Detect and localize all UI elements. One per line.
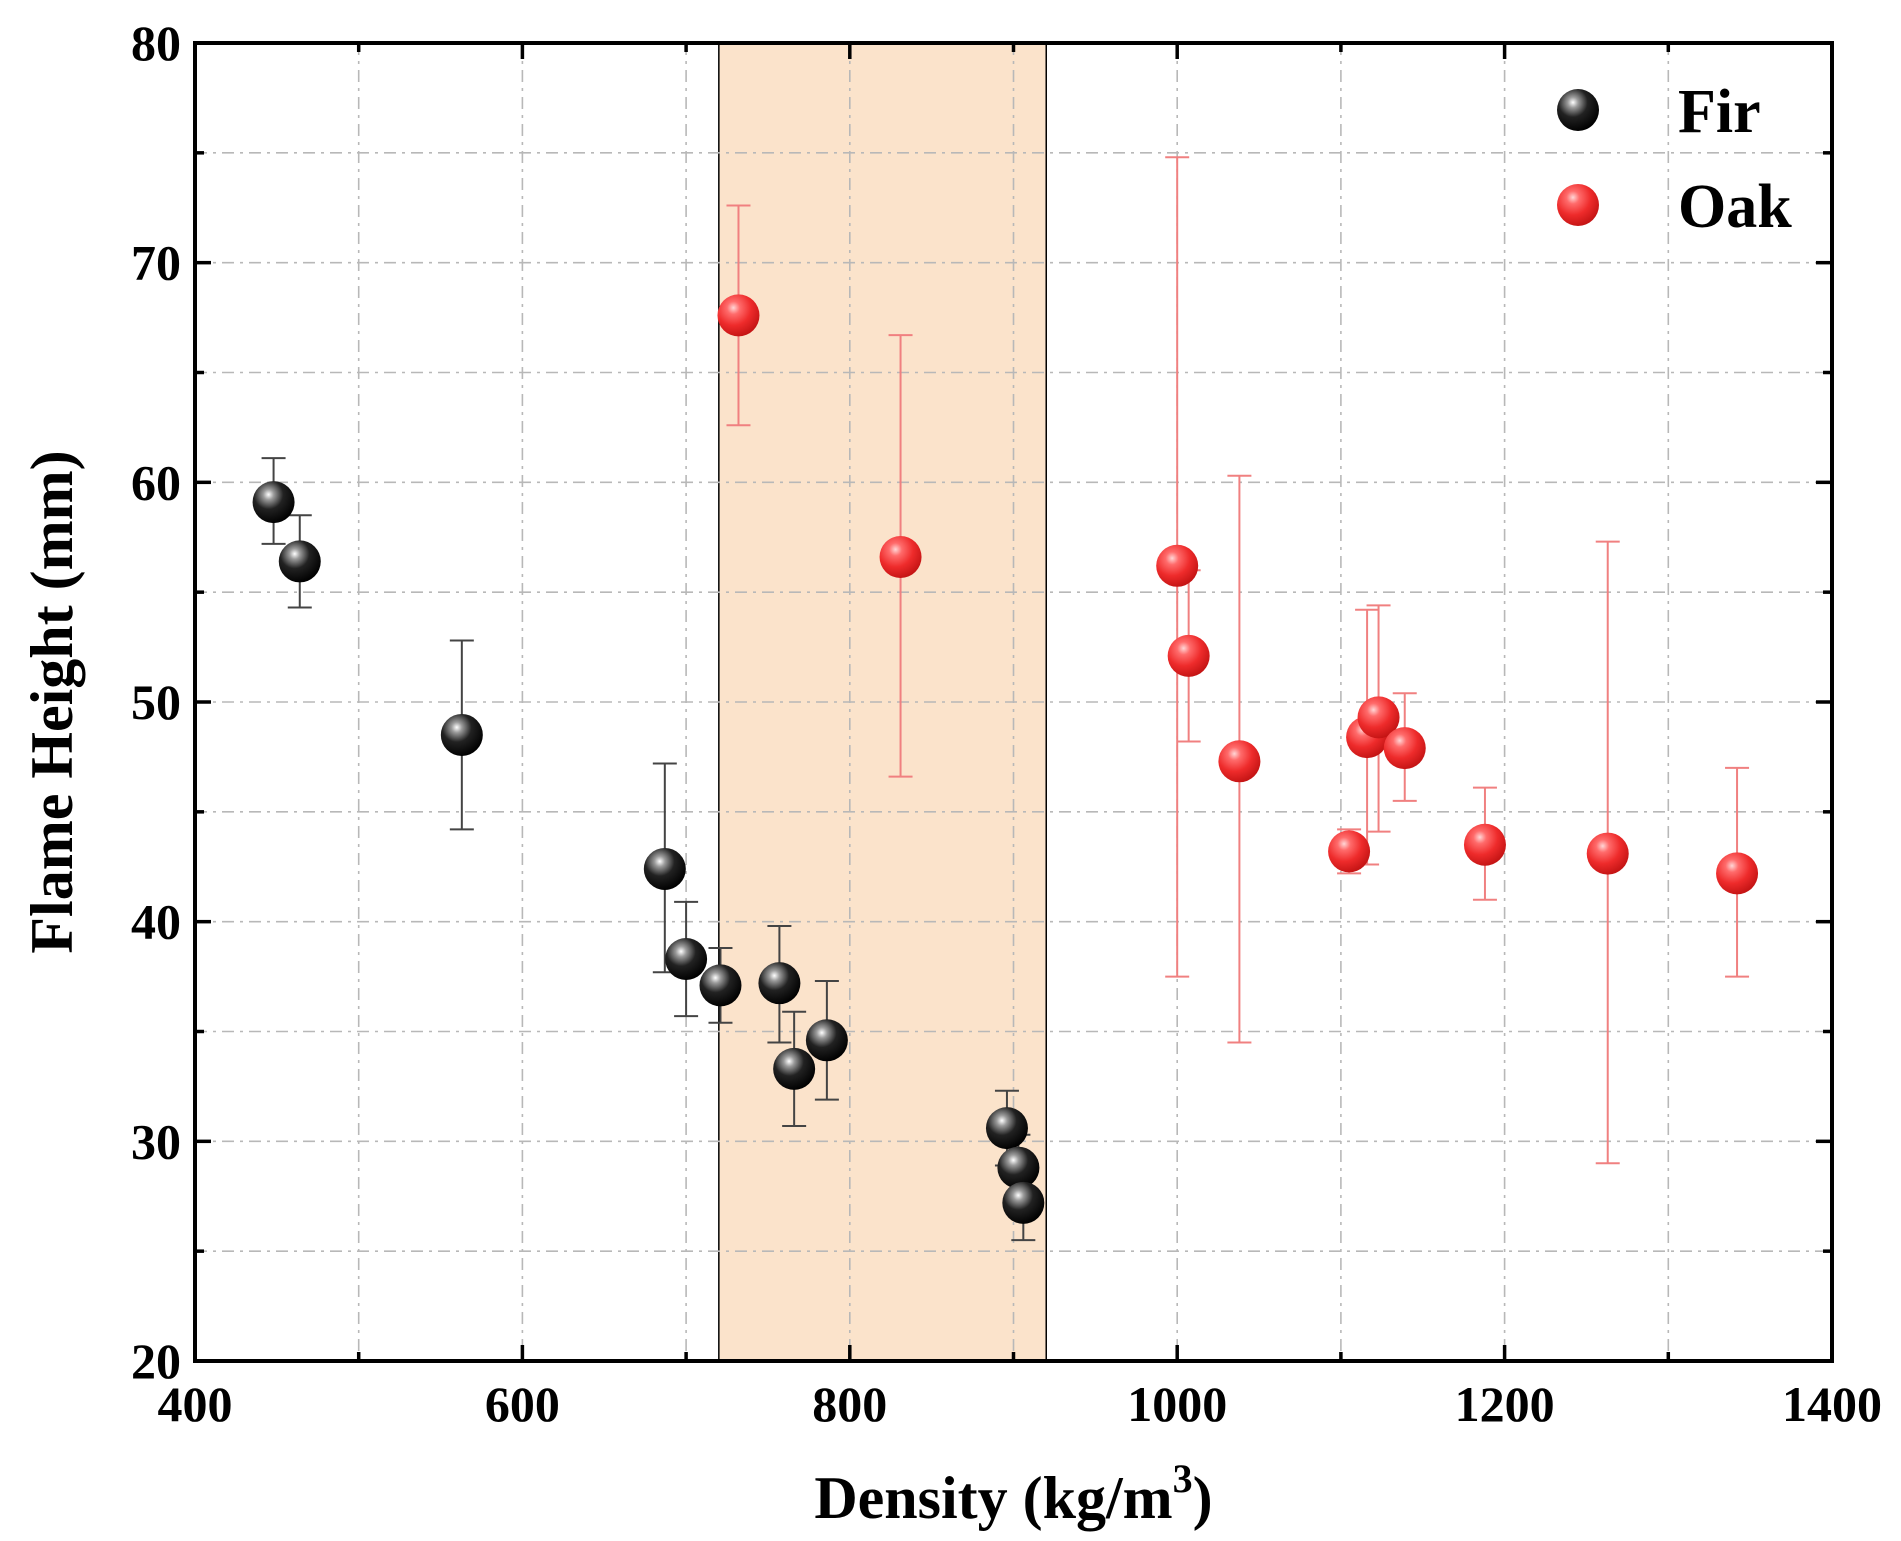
fir-point [985, 1107, 1028, 1150]
oak-point [879, 536, 922, 579]
y-tick-label: 40 [131, 894, 181, 950]
x-axis-title-main: Density (kg/m [814, 1465, 1172, 1531]
y-tick-label: 70 [131, 235, 181, 291]
fir-point [440, 713, 483, 756]
fir-point [773, 1047, 816, 1090]
oak-point [717, 294, 760, 337]
y-tick-label: 20 [131, 1333, 181, 1389]
legend-marker-fir [1557, 89, 1599, 131]
oak-point [1218, 740, 1261, 783]
fir-point [805, 1019, 848, 1062]
x-axis-title-superscript: 3 [1173, 1456, 1193, 1501]
fir-point [643, 847, 686, 890]
fir-point [278, 540, 321, 583]
x-tick-label: 1200 [1455, 1376, 1555, 1432]
x-tick-label: 600 [485, 1376, 560, 1432]
fir-point [252, 481, 295, 524]
legend-label-fir: Fir [1678, 78, 1761, 146]
x-axis-title: Density (kg/m3) [814, 1456, 1212, 1531]
oak-point [1167, 634, 1210, 677]
x-tick-label: 1400 [1782, 1376, 1882, 1432]
x-tick-label: 800 [812, 1376, 887, 1432]
y-tick-label: 60 [131, 454, 181, 510]
oak-point [1383, 727, 1426, 770]
oak-point [1357, 696, 1400, 739]
fir-point [699, 964, 742, 1007]
legend-marker-oak [1557, 184, 1599, 226]
y-tick-label: 50 [131, 674, 181, 730]
x-tick-label: 400 [158, 1376, 233, 1432]
fir-point [758, 962, 801, 1005]
y-axis-title: Flame Height (mm) [19, 450, 85, 953]
fir-point [665, 938, 708, 981]
oak-point [1586, 832, 1629, 875]
fir-point [997, 1146, 1040, 1189]
oak-point [1463, 823, 1506, 866]
legend-label-oak: Oak [1678, 173, 1792, 241]
oak-point [1156, 544, 1199, 587]
x-axis-title-close: ) [1193, 1465, 1213, 1531]
fir-point [1002, 1181, 1045, 1224]
oak-point [1328, 830, 1371, 873]
y-tick-label: 30 [131, 1113, 181, 1169]
oak-point [1716, 852, 1759, 895]
x-tick-label: 1000 [1127, 1376, 1227, 1432]
y-tick-label: 80 [131, 15, 181, 71]
